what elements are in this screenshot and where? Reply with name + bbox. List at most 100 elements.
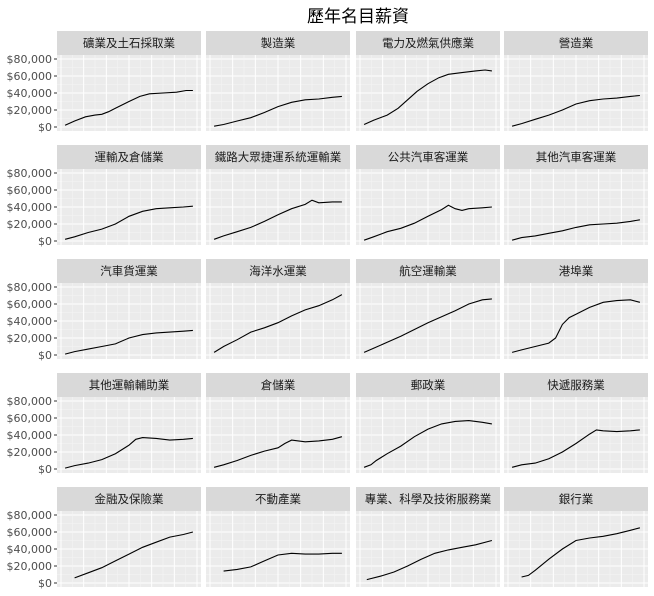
y-tick-label: $40,000 [7, 87, 53, 100]
series-line [511, 299, 641, 353]
series-line [363, 420, 492, 468]
y-tick-label: $40,000 [7, 315, 53, 328]
facet-panel: 快遞服務業 [504, 373, 648, 473]
series-line [64, 205, 193, 240]
y-tick-label: $0 [38, 235, 52, 248]
facet-panel: 海洋水運業 [206, 259, 350, 359]
series-line [363, 69, 492, 126]
y-tick-label: $20,000 [7, 218, 53, 231]
facet-strip [504, 31, 648, 55]
facet-strip [356, 487, 500, 511]
facet-panel: 金融及保險業 $0 $20,000 $40,000 $60,000 $80,000 [7, 487, 201, 590]
series-line [511, 429, 640, 468]
facet-label: 專業、科學及技術服務業 [365, 492, 492, 506]
facet-label: 銀行業 [559, 492, 594, 506]
facet-strip [356, 373, 500, 397]
y-tick-label: $60,000 [7, 412, 53, 425]
y-tick-label: $20,000 [7, 560, 53, 573]
facet-label: 礦業及土石採取業 [83, 36, 175, 50]
y-tick-label: $80,000 [7, 509, 53, 522]
series-line [64, 437, 193, 469]
y-tick-label: $60,000 [7, 70, 53, 83]
facet-label: 倉儲業 [261, 378, 296, 392]
facet-strip [504, 373, 648, 397]
facets-layer: 礦業及土石採取業 $0 $20,000 $40,000 $60,000 $80,000 製造… [7, 31, 648, 590]
y-tick-label: $40,000 [7, 543, 53, 556]
series-line [511, 219, 640, 241]
facet-panel: 電力及燃氣供應業 [356, 31, 500, 131]
facet-strip [504, 259, 648, 283]
series-line [363, 204, 492, 241]
y-tick-label: $0 [38, 349, 52, 362]
facet-panel: 銀行業 [504, 487, 648, 587]
series-line [213, 294, 343, 353]
series-line [223, 552, 342, 572]
y-tick-label: $40,000 [7, 201, 53, 214]
facet-panel: 鐵路大眾捷運系統運輸業 [206, 145, 350, 245]
facet-panel: 港埠業 [504, 259, 648, 359]
facet-label: 不動產業 [255, 492, 301, 506]
facet-strip [57, 31, 201, 55]
facet-label: 港埠業 [559, 264, 594, 278]
facet-panel: 倉儲業 [206, 373, 350, 473]
facet-panel: 專業、科學及技術服務業 [356, 487, 500, 587]
facet-label: 其他運輸輔助業 [89, 378, 170, 392]
facet-label: 郵政業 [411, 378, 446, 392]
facet-strip [57, 373, 201, 397]
facet-panel: 其他運輸輔助業 $0 $20,000 $40,000 $60,000 $80,000 [7, 373, 201, 476]
series-line [213, 436, 343, 468]
facet-label: 金融及保險業 [95, 492, 164, 506]
facet-label: 汽車貨運業 [100, 264, 158, 278]
y-tick-label: $20,000 [7, 446, 53, 459]
y-tick-label: $80,000 [7, 281, 53, 294]
facet-strip [356, 145, 500, 169]
facet-label: 電力及燃氣供應業 [382, 36, 474, 50]
y-tick-label: $20,000 [7, 104, 53, 117]
facet-strip [57, 487, 201, 511]
facet-strip [57, 145, 201, 169]
facet-label: 鐵路大眾捷運系統運輸業 [215, 150, 342, 164]
facet-panel: 營造業 [504, 31, 648, 131]
facet-panel: 運輸及倉儲業 $0 $20,000 $40,000 $60,000 $80,000 [7, 145, 201, 248]
facet-label: 快遞服務業 [547, 378, 605, 392]
facet-label: 航空運輸業 [399, 264, 457, 278]
series-line [214, 95, 342, 127]
facet-strip [356, 31, 500, 55]
facet-panel: 公共汽車客運業 [356, 145, 500, 245]
facet-strip [206, 145, 350, 169]
facet-strip [504, 145, 648, 169]
facet-strip [206, 373, 350, 397]
facet-strip [206, 31, 350, 55]
y-tick-label: $80,000 [7, 167, 53, 180]
facet-strip [57, 259, 201, 283]
y-tick-label: $80,000 [7, 395, 53, 408]
y-tick-label: $60,000 [7, 184, 53, 197]
series-line [64, 329, 193, 355]
chart-title: 歷年名目薪資 [307, 7, 409, 27]
facet-strip [504, 487, 648, 511]
y-tick-label: $20,000 [7, 332, 53, 345]
facet-panel: 郵政業 [356, 373, 500, 473]
y-tick-label: $60,000 [7, 526, 53, 539]
facet-panel: 汽車貨運業 $0 $20,000 $40,000 $60,000 $80,000 [7, 259, 201, 362]
facet-panel: 不動產業 [206, 487, 350, 587]
y-tick-label: $40,000 [7, 429, 53, 442]
series-line [366, 539, 493, 581]
facet-panel: 礦業及土石採取業 $0 $20,000 $40,000 $60,000 $80,000 [7, 31, 201, 134]
y-tick-label: $0 [38, 463, 52, 476]
facet-label: 公共汽車客運業 [388, 150, 469, 164]
y-tick-label: $60,000 [7, 298, 53, 311]
series-line [511, 94, 640, 127]
facet-panel: 航空運輸業 [356, 259, 500, 359]
facet-label: 運輸及倉儲業 [95, 150, 164, 164]
series-line [521, 527, 641, 578]
facet-label: 營造業 [559, 36, 594, 50]
facet-strip [356, 259, 500, 283]
facet-label: 其他汽車客運業 [536, 150, 617, 164]
facet-panel: 其他汽車客運業 [504, 145, 648, 245]
y-tick-label: $0 [38, 121, 52, 134]
facet-label: 海洋水運業 [249, 264, 307, 278]
series-line [74, 531, 194, 579]
facet-panel: 製造業 [206, 31, 350, 131]
